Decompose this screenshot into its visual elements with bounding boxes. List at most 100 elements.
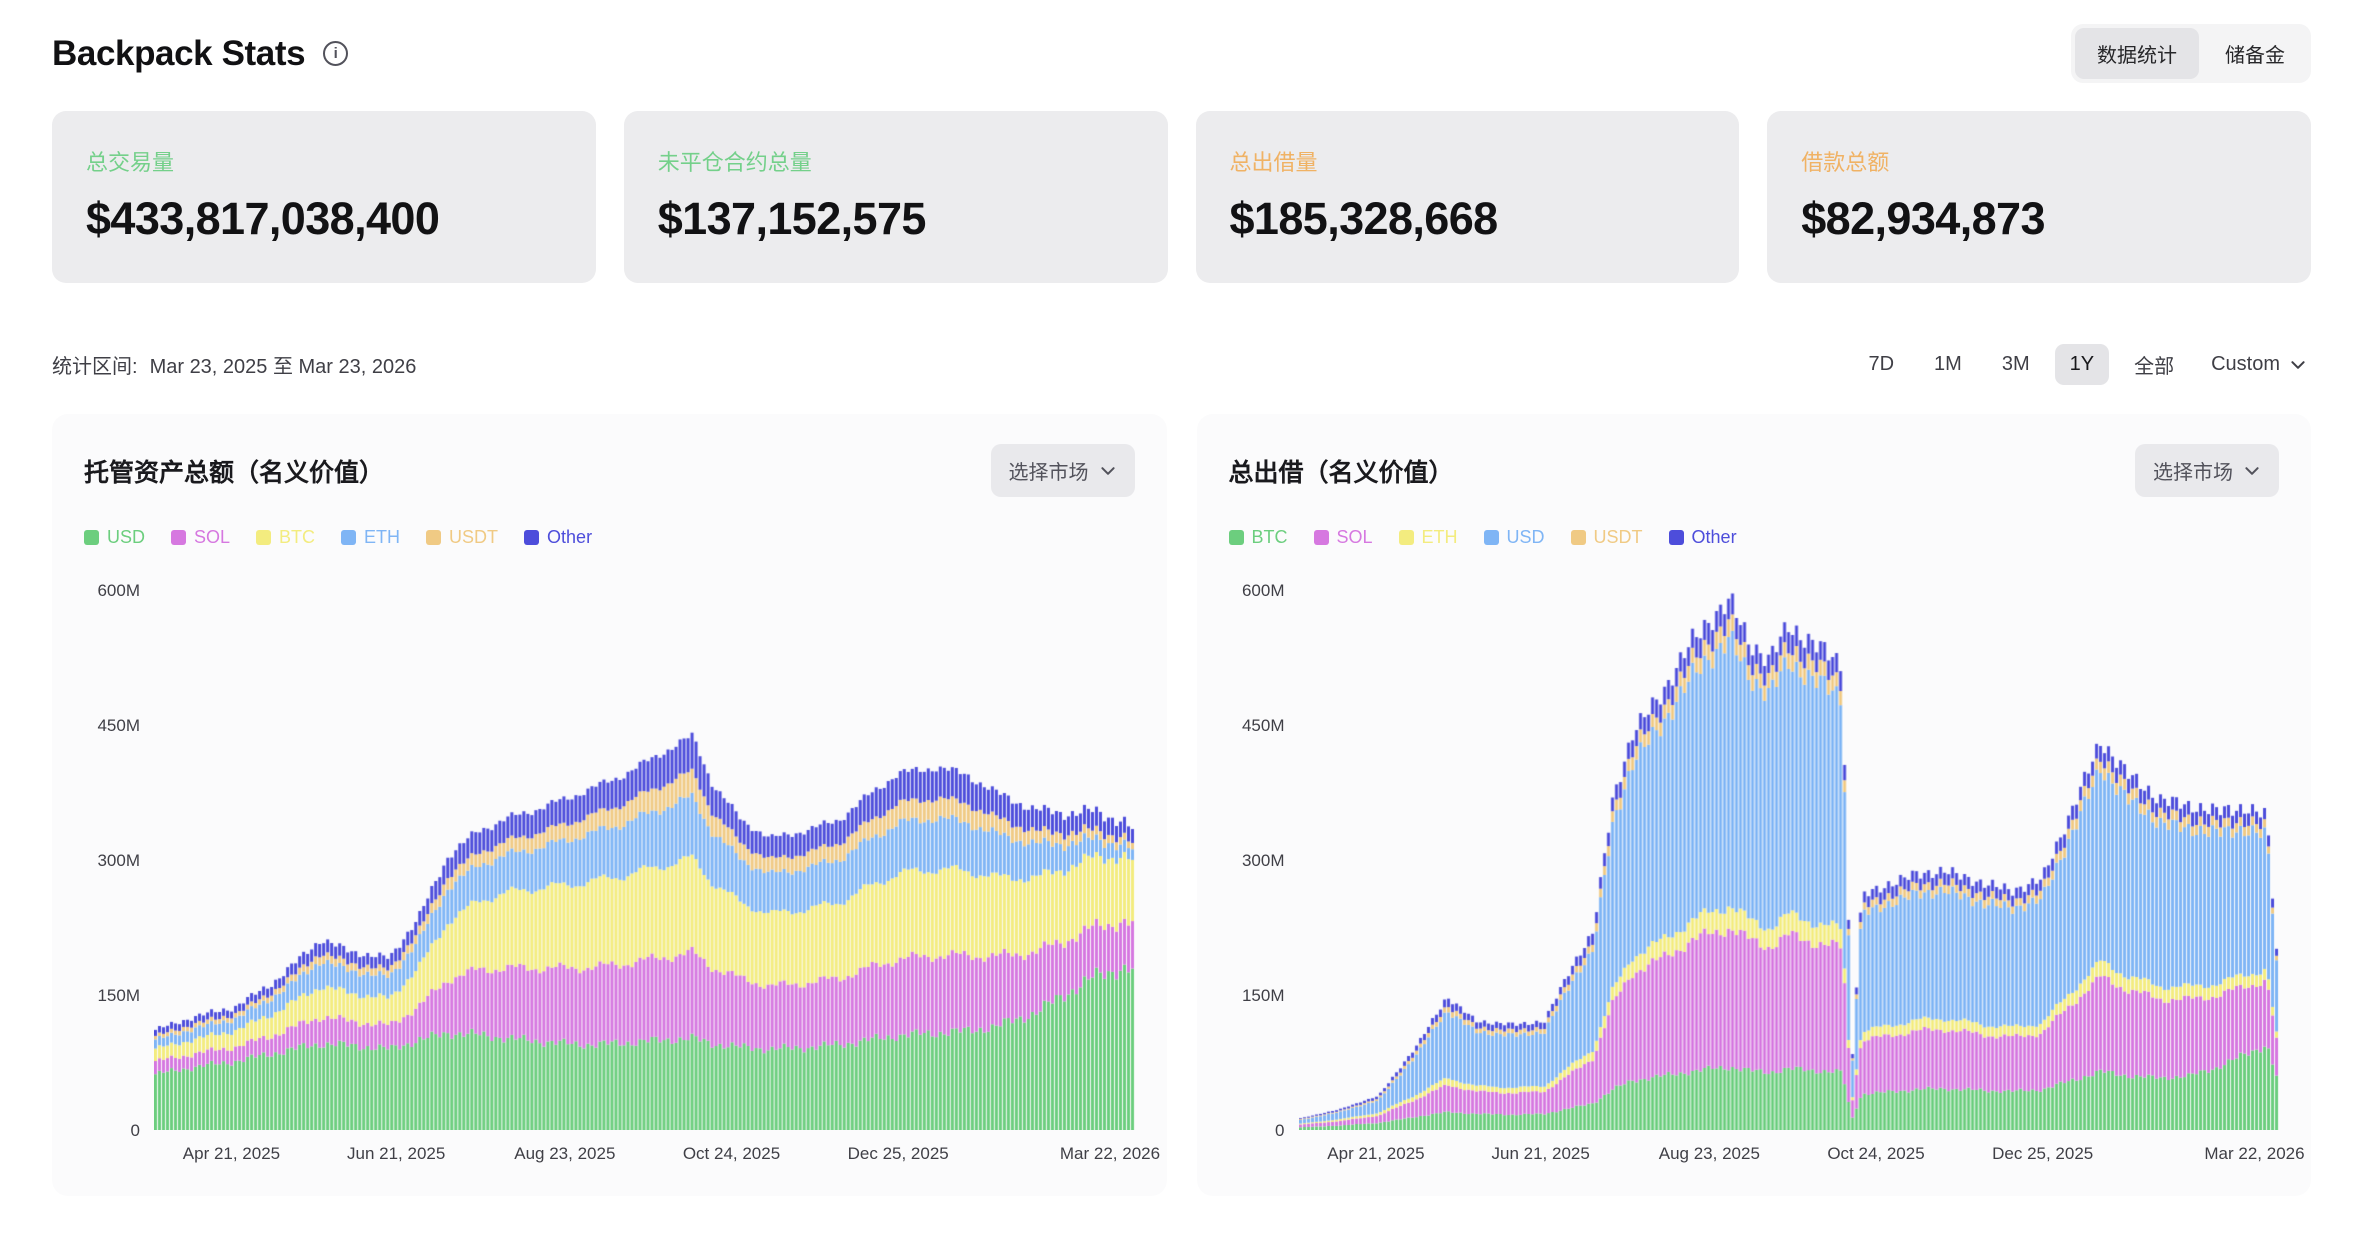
chevron-down-icon (2245, 466, 2259, 475)
legend-swatch (84, 530, 99, 545)
chart-title: 总出借（名义价值） (1228, 458, 1454, 487)
legend-item-usd[interactable]: USD (1483, 527, 1545, 548)
range-text: Mar 23, 2025 至 Mar 23, 2026 (149, 356, 417, 378)
chart-card-custody-assets: 托管资产总额（名义价值） 选择市场 USD SOL BTC ETH USDT Other … (52, 414, 1167, 1196)
legend-label: USD (1506, 527, 1545, 547)
chart-title: 托管资产总额（名义价值） (84, 458, 385, 487)
stats-row: 总交易量 $433,817,038,400 未平仓合约总量 $137,152,575 总… (52, 111, 2311, 283)
stat-card: 借款总额 $82,934,873 (1767, 111, 2311, 283)
legend-label: Other (1691, 527, 1737, 547)
chart-canvas[interactable] (1298, 590, 2279, 1130)
chart-canvas[interactable] (154, 590, 1135, 1130)
legend-label: BTC (279, 527, 316, 547)
chart-legend: BTC SOL ETH USD USDT Other (1228, 527, 2280, 548)
legend-label: USDT (1593, 527, 1643, 547)
y-tick-label: 0 (130, 1121, 140, 1140)
range-option-1M[interactable]: 1M (1934, 353, 1962, 375)
stat-value: $185,328,668 (1229, 193, 1499, 244)
chevron-down-icon (1100, 466, 1115, 475)
x-tick-label: Aug 23, 2025 (1658, 1144, 1760, 1163)
market-select-button[interactable]: 选择市场 (2135, 444, 2279, 497)
chart-card-total-lent: 总出借（名义价值） 选择市场 BTC SOL ETH USD USDT Other 0 15… (1196, 414, 2311, 1196)
x-tick-label: Mar 22, 2026 (1059, 1144, 1161, 1163)
stat-value: $433,817,038,400 (86, 193, 440, 244)
legend-item-eth[interactable]: ETH (1398, 527, 1458, 548)
y-tick-label: 150M (97, 986, 140, 1005)
legend-item-eth[interactable]: ETH (341, 527, 400, 548)
legend-swatch (1313, 530, 1329, 545)
chart-plot: 0 150M 300M 450M 600M (1229, 581, 2279, 1140)
stat-label: 借款总额 (1801, 150, 1890, 175)
range-option-全部[interactable]: 全部 (2134, 356, 2175, 378)
legend-swatch (256, 530, 272, 545)
x-tick-label: Oct 24, 2025 (1827, 1144, 1925, 1163)
legend-label: ETH (1421, 527, 1458, 547)
stat-label: 未平仓合约总量 (657, 150, 812, 175)
x-tick-label: Apr 21, 2025 (182, 1144, 281, 1163)
page-header: Backpack Stats i 数据统计 储备金 (0, 0, 2363, 97)
range-option-custom[interactable]: Custom (2199, 344, 2311, 385)
legend-swatch (1398, 530, 1414, 545)
legend-swatch (524, 530, 540, 545)
info-icon[interactable]: i (323, 41, 349, 66)
y-tick-label: 600M (1241, 581, 1285, 600)
x-tick-label: Dec 25, 2025 (1992, 1144, 2094, 1163)
legend-label: SOL (1336, 527, 1373, 547)
x-tick-label: Aug 23, 2025 (514, 1144, 616, 1163)
view-tabs: 数据统计 储备金 (2071, 24, 2311, 83)
range-options-group: 7D 1M 3M 1Y 全部 Custom (1853, 341, 2311, 388)
legend-swatch (1483, 530, 1499, 545)
y-tick-label: 450M (97, 716, 140, 735)
legend-label: USDT (449, 527, 499, 547)
legend-item-btc[interactable]: BTC (256, 527, 315, 548)
legend-label: ETH (364, 527, 401, 547)
legend-item-other[interactable]: Other (524, 527, 592, 548)
legend-swatch (1570, 530, 1586, 545)
y-tick-label: 600M (97, 581, 140, 600)
legend-swatch (341, 530, 357, 545)
x-tick-label: Apr 21, 2025 (1327, 1144, 1425, 1163)
stat-label: 总交易量 (86, 150, 175, 175)
y-tick-label: 0 (1275, 1121, 1285, 1140)
range-summary: 统计区间: Mar 23, 2025 至 Mar 23, 2026 (52, 350, 416, 379)
x-axis-labels: Apr 21, 2025 Jun 21, 2025 Aug 23, 2025 Oct … (154, 1144, 1160, 1172)
x-axis-labels: Apr 21, 2025 Jun 21, 2025 Aug 23, 2025 Oct … (1299, 1144, 2304, 1172)
stat-value: $137,152,575 (657, 193, 927, 244)
y-tick-label: 450M (1241, 716, 1285, 735)
legend-swatch (1668, 530, 1684, 545)
stat-value: $82,934,873 (1801, 193, 2045, 244)
range-options: 7D 1M 3M 1Y 全部 (1853, 341, 2189, 388)
tab-data-stats[interactable]: 数据统计 (2075, 28, 2199, 79)
legend-label: SOL (194, 527, 231, 547)
legend-item-usd[interactable]: USD (84, 527, 145, 548)
legend-swatch (426, 530, 442, 545)
stat-label: 总出借量 (1229, 150, 1318, 175)
x-tick-label: Dec 25, 2025 (847, 1144, 949, 1163)
legend-item-usdt[interactable]: USDT (426, 527, 498, 548)
legend-item-sol[interactable]: SOL (1313, 527, 1373, 548)
stat-card: 未平仓合约总量 $137,152,575 (623, 111, 1168, 283)
market-select-button[interactable]: 选择市场 (990, 444, 1135, 497)
custom-label: Custom (2211, 353, 2280, 375)
legend-item-usdt[interactable]: USDT (1570, 527, 1643, 548)
x-tick-label: Jun 21, 2025 (347, 1144, 446, 1163)
y-tick-label: 150M (1241, 986, 1285, 1005)
stat-card: 总交易量 $433,817,038,400 (52, 111, 596, 283)
stat-card: 总出借量 $185,328,668 (1195, 111, 1740, 283)
range-option-1Y[interactable]: 1Y (2054, 344, 2110, 385)
chart-legend: USD SOL BTC ETH USDT Other (84, 527, 1135, 548)
chevron-down-icon (2291, 360, 2305, 369)
legend-item-btc[interactable]: BTC (1228, 527, 1288, 548)
y-tick-label: 300M (97, 851, 140, 870)
tab-reserves[interactable]: 储备金 (2203, 28, 2307, 79)
range-option-7D[interactable]: 7D (1868, 353, 1895, 375)
legend-item-sol[interactable]: SOL (171, 527, 230, 548)
charts-row: 托管资产总额（名义价值） 选择市场 USD SOL BTC ETH USDT Other … (52, 414, 2311, 1196)
chart-plot: 0 150M 300M 450M 600M (84, 581, 1135, 1140)
y-tick-label: 300M (1241, 851, 1285, 870)
legend-label: Other (547, 527, 593, 547)
legend-label: USD (107, 527, 146, 547)
range-option-3M[interactable]: 3M (2001, 353, 2030, 375)
x-tick-label: Mar 22, 2026 (2204, 1144, 2305, 1163)
legend-item-other[interactable]: Other (1668, 527, 1737, 548)
